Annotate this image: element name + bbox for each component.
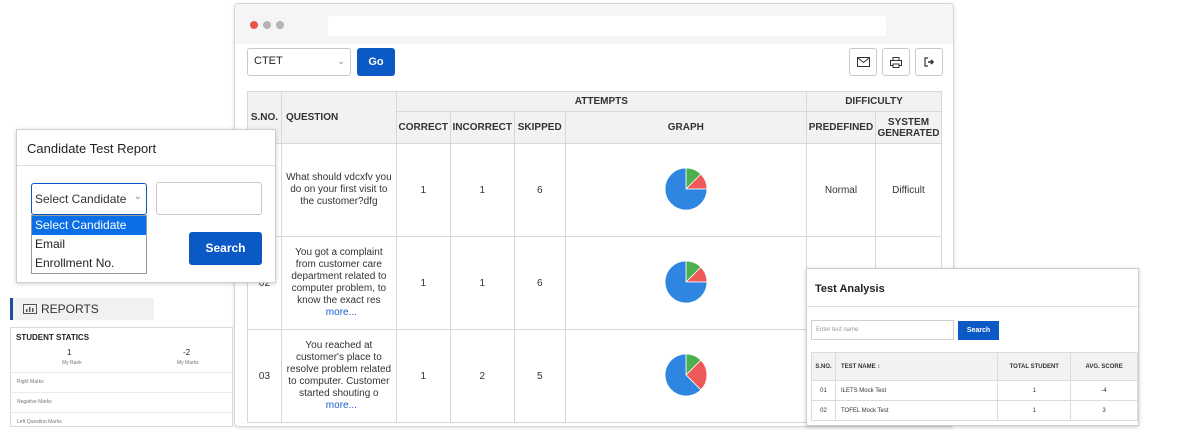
row-incorrect: 1 (449, 236, 515, 330)
skipped-header: SKIPPED (513, 111, 566, 144)
card-title: Test Analysis (807, 269, 1138, 307)
row-correct: 1 (395, 329, 451, 423)
row-predefined: Normal (805, 143, 876, 237)
candidate-test-report-card: Candidate Test Report Select Candidate ⌄… (16, 129, 276, 283)
card-title: Candidate Test Report (17, 130, 275, 166)
test-name-input[interactable]: Enter test name (811, 320, 954, 340)
question-text: What should vdcxfv you do on your first … (286, 172, 392, 207)
attempts-pie-chart (664, 260, 708, 303)
table-row: What should vdcxfv you do on your first … (247, 143, 943, 237)
more-link[interactable]: more... (325, 400, 357, 411)
bar-chart-icon (23, 304, 37, 314)
skipped-slice (664, 353, 702, 396)
reports-label: REPORTS (41, 302, 99, 316)
sign-out-icon (923, 57, 934, 67)
avg-score-header: AVG. SCORE (1070, 352, 1138, 381)
exam-select[interactable]: CTET ⌄ (247, 48, 351, 76)
row-total: 1 (997, 380, 1072, 401)
row-correct: 1 (395, 236, 451, 330)
marks-label: My Marks (177, 360, 199, 366)
chevron-down-icon: ⌄ (337, 56, 345, 66)
dropdown-option[interactable]: Email (35, 237, 66, 251)
row-sno: 03 (247, 329, 282, 423)
rank-label: My Rank (62, 360, 82, 366)
row-question: You got a complaint from customer care d… (280, 236, 397, 330)
sno-header: S.NO. (811, 352, 836, 381)
search-button[interactable]: Search (958, 321, 999, 340)
total-student-header: TOTAL STUDENT (997, 352, 1072, 381)
stats-row: Left Question Marks (11, 412, 232, 430)
attempts-header: ATTEMPTS (395, 91, 807, 112)
address-bar[interactable] (328, 16, 886, 36)
graph-header: GRAPH (564, 111, 807, 144)
row-question: What should vdcxfv you do on your first … (280, 143, 397, 237)
row-avg: -4 (1070, 380, 1138, 401)
more-link[interactable]: more... (325, 307, 357, 318)
candidate-search-input[interactable] (156, 182, 262, 215)
chevron-down-icon: ⌄ (133, 191, 142, 202)
question-header: QUESTION (280, 91, 397, 144)
stats-row: Right Marks (11, 372, 232, 390)
envelope-icon (856, 57, 870, 67)
stats-title: STUDENT STATICS (16, 333, 90, 342)
search-button[interactable]: Search (189, 232, 262, 265)
skipped-slice (664, 167, 708, 210)
maximize-dot-icon[interactable] (276, 21, 284, 29)
student-statistics-card: STUDENT STATICS 1 My Rank -2 My Marks Ri… (10, 327, 233, 427)
exam-select-value: CTET (254, 55, 283, 67)
row-test-name: ILETS Mock Test (834, 380, 999, 401)
candidate-select-value: Select Candidate (35, 192, 127, 206)
email-button[interactable] (849, 48, 877, 76)
test-analysis-table: S.NO. TEST NAME ↕ TOTAL STUDENT AVG. SCO… (811, 352, 1138, 421)
row-graph (564, 143, 807, 237)
marks-value: -2 (183, 348, 191, 357)
row-correct: 1 (395, 143, 451, 237)
row-incorrect: 2 (449, 329, 515, 423)
logout-button[interactable] (915, 48, 943, 76)
system-generated-header: SYSTEM GENERATED (874, 111, 943, 144)
attempts-pie-chart (664, 353, 708, 396)
row-skipped: 6 (513, 143, 566, 237)
reports-menu-item[interactable]: REPORTS (10, 298, 154, 320)
test-name-header[interactable]: TEST NAME ↕ (834, 352, 999, 381)
dropdown-option[interactable]: Select Candidate (32, 216, 146, 235)
row-graph (564, 329, 807, 423)
browser-titlebar (235, 4, 953, 44)
question-text: You got a complaint from customer care d… (291, 247, 387, 306)
stats-row: Negative Marks (11, 392, 232, 410)
table-row: 01 ILETS Mock Test 1 -4 (811, 380, 1138, 401)
correct-header: CORRECT (395, 111, 451, 144)
row-question: You reached at customer's place to resol… (280, 329, 397, 423)
row-test-name: TOFEL Mock Test (834, 400, 999, 421)
candidate-dropdown-list: Select Candidate Email Enrollment No. (31, 215, 147, 274)
candidate-select[interactable]: Select Candidate ⌄ (31, 183, 147, 215)
print-button[interactable] (882, 48, 910, 76)
row-total: 1 (997, 400, 1072, 421)
row-avg: 3 (1070, 400, 1138, 421)
incorrect-slice (685, 359, 708, 390)
minimize-dot-icon[interactable] (263, 21, 271, 29)
skipped-slice (664, 260, 708, 303)
question-text: You reached at customer's place to resol… (286, 340, 392, 399)
incorrect-header: INCORRECT (449, 111, 515, 144)
browser-window: CTET ⌄ Go S.NO. QUESTION ATTEMPTS DIFFIC… (234, 3, 954, 427)
test-analysis-card: Test Analysis Enter test name Search S.N… (806, 268, 1139, 426)
row-system: Difficult (874, 143, 943, 237)
row-sno: 01 (811, 380, 836, 401)
attempts-pie-chart (664, 167, 708, 210)
difficulty-header: DIFFICULTY (805, 91, 943, 112)
row-sno: 02 (811, 400, 836, 421)
predefined-header: PREDEFINED (805, 111, 876, 144)
row-graph (564, 236, 807, 330)
printer-icon (890, 56, 902, 68)
row-skipped: 6 (513, 236, 566, 330)
go-button[interactable]: Go (357, 48, 395, 76)
table-row: 02 TOFEL Mock Test 1 3 (811, 400, 1138, 421)
row-incorrect: 1 (449, 143, 515, 237)
row-skipped: 5 (513, 329, 566, 423)
close-dot-icon[interactable] (250, 21, 258, 29)
rank-value: 1 (67, 348, 72, 357)
dropdown-option[interactable]: Enrollment No. (35, 256, 115, 270)
